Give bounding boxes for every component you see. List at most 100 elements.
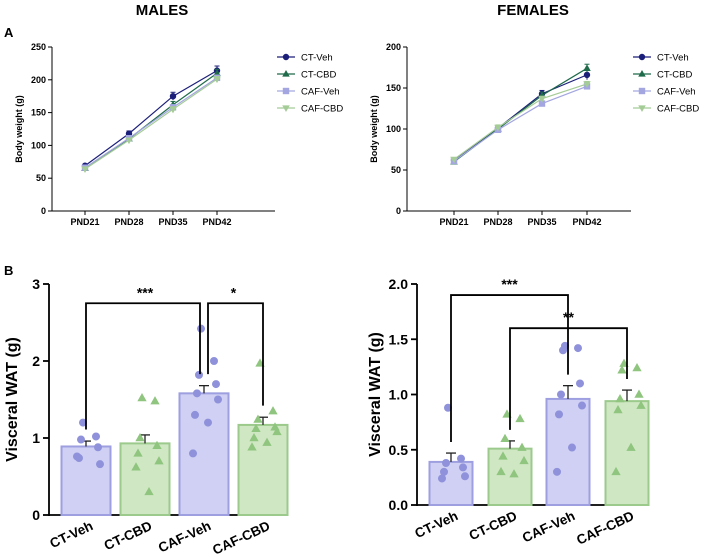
y-tick-label: 1: [32, 430, 40, 446]
x-tick-label: CT-CBD: [467, 508, 520, 543]
data-point: [249, 433, 259, 442]
data-point: [613, 405, 623, 414]
y-tick-label: 2.0: [389, 276, 409, 292]
legend-marker: [282, 53, 290, 61]
data-point: [169, 106, 177, 114]
males-body-weight-chart: 0 50 100 150 200 250 Body weight (g) PND21 PND28…: [14, 42, 343, 227]
x-tick-label: PND21: [70, 217, 99, 227]
bar: [178, 392, 230, 516]
females-visceral-wat-chart: 0.0 0.5 1.0 1.5 2.0 Visceral WAT (g) CT-Veh CT-…: [367, 276, 650, 548]
data-point: [555, 410, 564, 419]
y-tick-label: 1.0: [389, 387, 409, 403]
data-point: [632, 363, 642, 372]
data-point: [272, 426, 282, 436]
data-point: [194, 370, 203, 379]
data-point: [262, 437, 272, 446]
x-tick-label: PND42: [202, 217, 231, 227]
data-point: [619, 358, 629, 367]
series-line: [453, 83, 588, 160]
bar: [119, 442, 171, 517]
legend-label: CAF-CBD: [301, 104, 343, 115]
y-axis-label: Visceral WAT (g): [4, 337, 21, 462]
data-point: [568, 443, 577, 452]
data-point: [494, 124, 502, 132]
data-point: [498, 451, 508, 460]
x-tick-label: PND42: [572, 217, 601, 227]
data-point: [437, 474, 446, 483]
data-point: [559, 346, 568, 355]
data-point: [515, 413, 525, 423]
data-point: [192, 389, 201, 398]
data-point: [611, 466, 621, 476]
series-line: [453, 74, 588, 161]
legend-label: CT-Veh: [301, 53, 333, 64]
x-tick-label: PND35: [158, 217, 187, 227]
data-point: [135, 433, 145, 442]
x-tick-label: PND21: [439, 217, 468, 227]
data-point: [458, 463, 467, 472]
data-point: [203, 418, 212, 427]
y-axis-label: Body weight (g): [14, 95, 24, 163]
x-tick-label: CAF-Veh: [520, 508, 577, 545]
data-point: [211, 380, 220, 389]
legend-marker: [282, 105, 290, 113]
panel-label-b: B: [4, 263, 13, 278]
significance-label: ***: [501, 276, 518, 292]
data-point: [255, 358, 265, 367]
data-point: [583, 81, 591, 88]
legend-label: CT-Veh: [657, 53, 689, 64]
y-tick-label: 200: [386, 42, 401, 52]
data-point: [502, 409, 512, 418]
y-tick-label: 250: [31, 42, 46, 52]
y-tick-label: 100: [31, 140, 46, 150]
x-tick-label: CAF-CBD: [574, 508, 636, 548]
data-point: [251, 423, 261, 433]
y-tick-label: 200: [31, 75, 46, 85]
x-tick-label: PND28: [483, 217, 512, 227]
x-tick-label: CAF-Veh: [156, 518, 213, 555]
data-point: [557, 390, 566, 399]
panel-label-a: A: [4, 25, 14, 40]
data-point: [77, 435, 86, 444]
series-line: [84, 77, 218, 169]
significance-label: **: [563, 309, 574, 325]
bar: [237, 423, 289, 516]
data-point: [441, 459, 450, 468]
females-body-weight-chart: 0 50 100 150 200 Body weight (g) PND21 PND28 PND…: [369, 42, 699, 227]
data-point: [253, 414, 263, 423]
data-point: [152, 440, 162, 449]
y-tick-label: 0.0: [389, 497, 409, 513]
data-point: [268, 406, 278, 415]
data-point: [94, 443, 103, 452]
legend-label: CT-CBD: [657, 70, 693, 81]
legend-marker: [638, 105, 646, 113]
data-point: [583, 71, 591, 79]
data-point: [133, 448, 143, 457]
data-point: [213, 76, 221, 84]
data-point: [154, 456, 164, 465]
x-tick-label: CT-CBD: [102, 518, 155, 553]
significance-label: *: [231, 284, 237, 300]
x-tick-label: PND28: [114, 217, 143, 227]
y-tick-label: 100: [386, 124, 401, 134]
data-point: [615, 393, 625, 403]
data-point: [519, 455, 529, 465]
data-point: [125, 137, 133, 145]
data-point: [188, 449, 197, 458]
x-tick-label: CT-Veh: [47, 518, 95, 551]
x-tick-label: PND35: [527, 217, 556, 227]
y-tick-label: 0: [41, 206, 46, 216]
data-point: [496, 466, 506, 476]
data-point: [213, 395, 222, 404]
series-line: [453, 67, 588, 163]
legend-label: CT-CBD: [301, 70, 337, 81]
data-point: [583, 64, 591, 71]
y-tick-label: 150: [31, 108, 46, 118]
data-point: [209, 356, 218, 365]
significance-label: ***: [137, 284, 154, 300]
legend-label: CAF-Veh: [657, 87, 696, 98]
data-point: [509, 469, 519, 478]
heading-females: FEMALES: [497, 2, 569, 19]
data-point: [617, 365, 627, 374]
y-tick-label: 0.5: [389, 442, 409, 458]
